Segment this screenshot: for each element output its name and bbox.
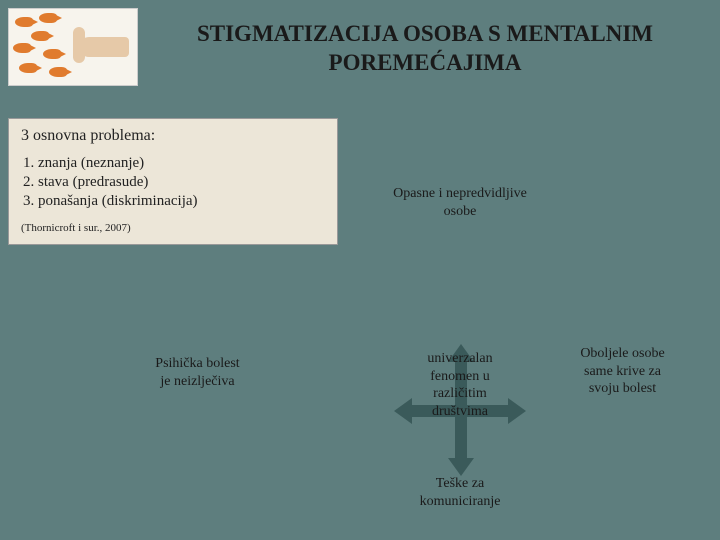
- node-bottom: Teške za komuniciranje: [395, 475, 525, 510]
- node-right: Oboljele osobe same krive za svoju boles…: [575, 345, 670, 398]
- node-left: Psihička bolest je neizlječiva: [150, 355, 245, 390]
- list-item: 1. znanja (neznanje): [23, 155, 325, 172]
- list-item: 3. ponašanja (diskriminacija): [23, 193, 325, 210]
- node-center: univerzalan fenomen u različitim društvi…: [405, 350, 515, 420]
- header-illustration: [8, 8, 138, 86]
- cross-diagram: Opasne i nepredvidljive osobe Psihička b…: [120, 290, 680, 520]
- citation: (Thornicroft i sur., 2007): [21, 222, 325, 234]
- slide-title: STIGMATIZACIJA OSOBA S MENTALNIM POREMEĆ…: [150, 20, 700, 78]
- problems-heading: 3 osnovna problema:: [21, 127, 325, 145]
- list-item: 2. stava (predrasude): [23, 174, 325, 191]
- problems-list: 1. znanja (neznanje) 2. stava (predrasud…: [23, 155, 325, 210]
- problems-box: 3 osnovna problema: 1. znanja (neznanje)…: [8, 118, 338, 245]
- node-top: Opasne i nepredvidljive osobe: [390, 185, 530, 220]
- hand-icon: [79, 37, 129, 57]
